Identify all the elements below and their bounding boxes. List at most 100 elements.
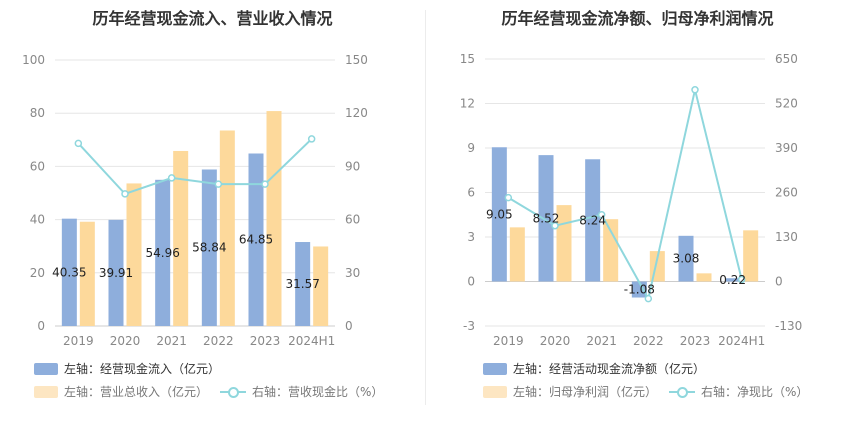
- bar-series-1: [248, 153, 264, 326]
- bar-series-1: [201, 169, 217, 326]
- legend-item-net-profit[interactable]: 左轴：归母净利润（亿元）: [483, 383, 657, 400]
- y-right-tick-label: 90: [345, 159, 360, 173]
- panel-divider: [425, 10, 426, 405]
- legend-item-net-cash-ratio[interactable]: 右轴：净现比（%）: [669, 383, 808, 400]
- legend-item-revenue-cash-ratio[interactable]: 右轴：营收现金比（%）: [220, 383, 383, 400]
- legend-line-swatch: [220, 386, 246, 398]
- y-left-tick-label: 20: [30, 266, 45, 280]
- y-right-tick-label: 650: [775, 52, 798, 66]
- y-right-tick-label: 260: [775, 186, 798, 200]
- line-point: [307, 135, 316, 143]
- chart-panel-net-cash: 历年经营现金流净额、归母净利润情况 -3 0 3 6 9 12 15 -130 0 130 260 3…: [425, 0, 850, 437]
- y-left-tick-label: 6: [467, 186, 475, 200]
- legend-label: 左轴：经营活动现金流净额（亿元）: [513, 362, 706, 376]
- chart-svg: -3 0 3 6 9 12 15 -130 0 130 260 390 520 650 2019 2020 20…: [460, 52, 803, 348]
- x-tick-label: 2019: [493, 334, 524, 348]
- y-right-tick-label: 390: [775, 141, 798, 155]
- legend-swatch: [483, 362, 507, 375]
- y-left-tick-label: 80: [30, 106, 45, 120]
- legend-swatch: [34, 385, 58, 398]
- y-left-tick-label: 9: [467, 141, 475, 155]
- legend-label: 右轴：营收现金比（%）: [252, 385, 384, 399]
- line-point: [551, 221, 559, 230]
- line-series: [507, 89, 743, 302]
- chart-title: 历年经营现金流入、营业收入情况: [92, 9, 333, 28]
- y-right-tick-label: 0: [775, 275, 783, 289]
- legend-swatch: [34, 362, 58, 375]
- y-right-tick-label: 0: [345, 319, 353, 333]
- bar-series-1: [538, 155, 554, 282]
- x-tick-label: 2023: [680, 334, 711, 348]
- y-right-tick-label: 60: [345, 213, 360, 227]
- x-tick-label: 2022: [203, 334, 234, 348]
- legend-swatch: [483, 385, 507, 398]
- bar-data-label: 9.05: [486, 207, 513, 221]
- bar-series-1: [585, 159, 601, 282]
- bar-series-1: [491, 147, 507, 282]
- y-left-tick-label: 100: [22, 53, 45, 67]
- bar-series-1: [678, 235, 694, 282]
- x-tick-label: 2021: [156, 334, 187, 348]
- bar-data-label: 58.84: [192, 241, 226, 255]
- line-point: [121, 190, 129, 198]
- line-point: [737, 275, 746, 284]
- bar-data-label: 8.24: [579, 213, 606, 227]
- x-tick-label: 2020: [110, 334, 141, 348]
- bar-series-2: [219, 130, 235, 326]
- line-point: [261, 180, 269, 188]
- legend-label: 左轴：营业总收入（亿元）: [64, 385, 209, 399]
- bar-series-1: [295, 242, 311, 326]
- y-right-tick-label: 520: [775, 97, 798, 111]
- bar-series-1: [61, 218, 77, 326]
- bar-series-2: [79, 221, 95, 326]
- legend-item-net-cash[interactable]: 左轴：经营活动现金流净额（亿元）: [483, 360, 705, 377]
- x-tick-label: 2023: [250, 334, 281, 348]
- y-right-tick-label: 30: [345, 266, 360, 280]
- line-point: [644, 294, 653, 303]
- bar-data-label: 54.96: [145, 246, 179, 260]
- bar-data-label: 40.35: [52, 265, 86, 279]
- chart-title: 历年经营现金流净额、归母净利润情况: [501, 9, 774, 28]
- legend-item-cash-inflow[interactable]: 左轴：经营现金流入（亿元）: [34, 360, 220, 377]
- y-right-tick-label: 120: [345, 106, 368, 120]
- bar-series-2: [509, 227, 525, 282]
- y-right-tick-label: 150: [345, 53, 368, 67]
- bar-series-2: [603, 219, 619, 282]
- line-point: [504, 193, 513, 202]
- legend-label: 左轴：经营现金流入（亿元）: [64, 362, 221, 376]
- y-left-tick-label: -3: [463, 319, 475, 333]
- line-point: [597, 211, 606, 219]
- bar-series-2: [126, 183, 142, 326]
- y-left-tick-label: 0: [467, 275, 475, 289]
- y-right-tick-label: 130: [775, 230, 798, 244]
- legend-label: 右轴：净现比（%）: [701, 385, 809, 399]
- bar-data-label: 31.57: [285, 277, 319, 291]
- y-left-tick-label: 40: [30, 213, 45, 227]
- legend-line-swatch: [669, 386, 695, 398]
- bar-data-label: 64.85: [239, 233, 273, 247]
- x-tick-label: 2019: [63, 334, 94, 348]
- x-tick-label: 2024H1: [288, 334, 335, 348]
- bar-series-2: [173, 150, 189, 326]
- y-left-tick-label: 3: [467, 230, 475, 244]
- bar-data-label: 39.91: [99, 266, 133, 280]
- y-left-tick-label: 15: [460, 52, 475, 66]
- y-left-tick-label: 12: [460, 97, 475, 111]
- bar-series-2: [743, 230, 759, 282]
- chart-panel-cash-inflow: 历年经营现金流入、营业收入情况 0 20 40 60 80 100 0 30 60 90 120 15…: [22, 9, 383, 400]
- legend-item-revenue[interactable]: 左轴：营业总收入（亿元）: [34, 383, 208, 400]
- bar-data-label: -1.08: [624, 283, 655, 297]
- bar-series-2: [266, 111, 282, 327]
- bar-series-1: [725, 278, 741, 282]
- bar-series-1: [155, 179, 171, 326]
- chart-svg: 0 20 40 60 80 100 0 30 60 90 120 150 2019 2020 2021 202…: [22, 53, 368, 348]
- bar-series-1: [631, 281, 647, 298]
- x-tick-label: 2022: [633, 334, 664, 348]
- line-point: [214, 180, 223, 188]
- line-point: [167, 174, 176, 182]
- bar-series-2: [313, 246, 329, 326]
- bar-series-2: [696, 273, 712, 282]
- y-right-tick-label: -130: [775, 319, 802, 333]
- y-left-tick-label: 0: [37, 319, 45, 333]
- bar-data-label: 8.52: [533, 211, 560, 225]
